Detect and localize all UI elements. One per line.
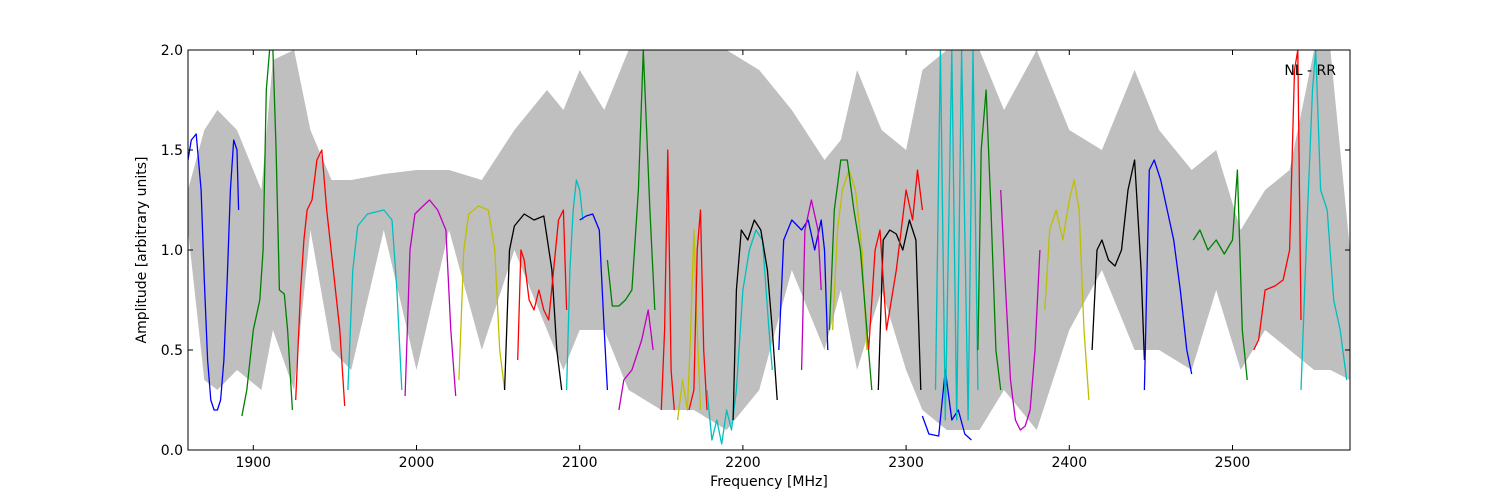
axis-layer: 1900 2000 2100 2200 2300 2400 2500 0.0 0.5 1.0 1.5… (161, 43, 1350, 471)
series-segment-8 (517, 209, 568, 361)
series-segment-21 (828, 159, 873, 391)
series-segment-6 (458, 205, 506, 391)
series-segment-3 (295, 149, 346, 407)
series-segment-2 (241, 50, 294, 417)
y-tick-label: 1.0 (161, 243, 183, 259)
plot-series-layer (188, 50, 1350, 445)
series-segment-12 (618, 309, 654, 411)
x-tick-label: 2400 (1051, 455, 1087, 471)
series-segment-32 (1253, 50, 1302, 351)
x-tick-label: 2000 (399, 455, 435, 471)
series-segment-25 (934, 50, 979, 421)
x-tick-label: 1900 (235, 455, 271, 471)
y-tick-label: 2.0 (161, 43, 183, 59)
series-segment-33 (1300, 50, 1348, 391)
y-tick-label: 0.0 (161, 443, 183, 459)
x-tick-label: 2200 (725, 455, 761, 471)
series-segment-9 (565, 179, 584, 391)
series-segment-24 (921, 369, 972, 441)
series-segment-1 (188, 133, 240, 411)
series-segment-18 (778, 219, 829, 351)
annotation-label: NL - RR (1284, 63, 1336, 79)
series-segment-4 (347, 209, 403, 391)
series-segment-31 (1192, 169, 1248, 381)
series-segment-15 (688, 209, 708, 411)
series-segment-10 (579, 213, 609, 391)
series-segment-23 (867, 169, 924, 351)
series-segment-11 (606, 50, 656, 311)
x-tick-label: 2300 (888, 455, 924, 471)
series-segment-28 (1044, 179, 1090, 401)
series-segment-26 (977, 89, 1002, 391)
series-segment-30 (1143, 159, 1193, 391)
y-axis-label: Amplitude [arbitrary units] (134, 157, 150, 344)
series-segment-14 (676, 229, 702, 421)
series-segment-7 (503, 213, 563, 391)
series-segment-17 (732, 219, 778, 421)
series-segment-29 (1091, 159, 1146, 361)
series-segment-19 (800, 199, 822, 371)
series-segment-5 (404, 199, 457, 397)
y-tick-label: 0.5 (161, 343, 183, 359)
envelope-band (188, 50, 1350, 430)
x-tick-label: 2100 (562, 455, 598, 471)
y-tick-label: 1.5 (161, 143, 183, 159)
x-axis-label: Frequency [MHz] (710, 474, 828, 490)
x-tick-label: 2500 (1215, 455, 1251, 471)
series-segment-27 (1000, 189, 1041, 431)
series-segment-13 (660, 149, 675, 411)
